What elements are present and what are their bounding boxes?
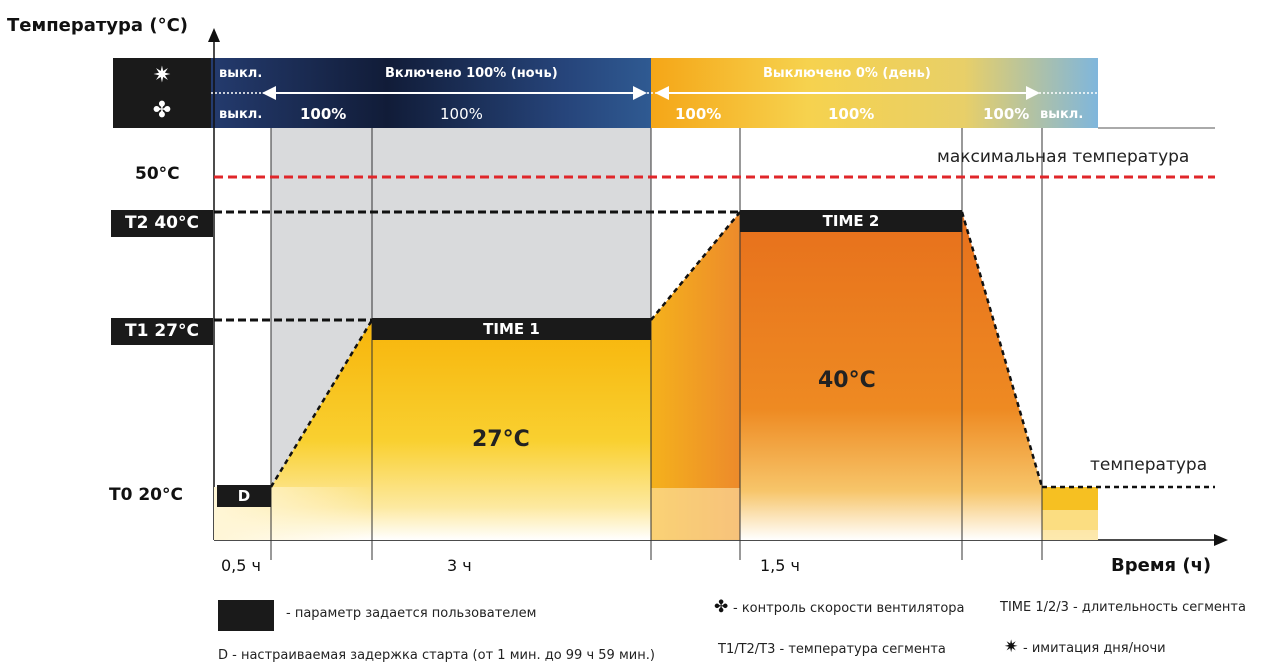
arrow-left-icon <box>655 86 669 100</box>
y-axis-arrow <box>208 28 220 42</box>
sun-icon: ✷ <box>152 63 172 88</box>
ramp1-line <box>269 319 374 488</box>
fan-icon: ✤ <box>714 597 729 617</box>
arrow-left-icon <box>262 86 276 100</box>
legend-temps: T1/T2/T3 - температура сегмента <box>718 642 946 657</box>
night-label: Включено 100% (ночь) <box>385 66 558 81</box>
x-tick-2: 3 ч <box>447 556 472 575</box>
ramp3-line <box>960 211 1044 488</box>
fan-value-3: 100% <box>675 105 722 123</box>
legend-daynight: - имитация дня/ночи <box>1023 641 1166 656</box>
fan-icon: ✤ <box>152 98 172 123</box>
day-label: Выключено 0% (день) <box>763 66 931 81</box>
legend-delay: D - настраиваемая задержка старта (от 1 … <box>218 648 655 663</box>
fan-value-5: 100% <box>983 105 1030 123</box>
fan-value-4: 100% <box>828 105 875 123</box>
sun-off-label: выкл. <box>219 66 263 81</box>
fan-value-2: 100% <box>440 105 483 123</box>
level-max: 50°C <box>135 164 180 184</box>
x-tick-3: 1,5 ч <box>760 556 800 575</box>
segment2-temp: 40°C <box>818 368 876 393</box>
level-t1: T1 27°C <box>111 318 213 345</box>
x-axis-label: Время (ч) <box>1111 555 1212 576</box>
segment2-fill <box>740 212 1098 540</box>
level-t0: T0 20°C <box>109 485 183 505</box>
arrow-right-icon <box>1026 86 1040 100</box>
sun-icon: ✷ <box>1004 637 1019 657</box>
legend-time: TIME 1/2/3 - длительность сегмента <box>1000 600 1246 615</box>
x-axis-arrow <box>1214 534 1228 546</box>
time1-bar: TIME 1 <box>372 318 651 340</box>
legend-user-param: - параметр задается пользователем <box>286 606 537 621</box>
user-param-swatch <box>218 600 274 631</box>
y-axis-label: Температура (°C) <box>7 15 189 36</box>
delay-bar: D <box>217 485 271 507</box>
legend-fan: - контроль скорости вентилятора <box>733 601 965 616</box>
level-t2: T2 40°C <box>111 210 213 237</box>
max-temp-label: максимальная температура <box>937 147 1190 167</box>
segment1-temp: 27°C <box>472 427 530 452</box>
shaded-area <box>271 128 651 487</box>
temp-label: температура <box>1090 455 1208 475</box>
x-tick-1: 0,5 ч <box>221 556 261 575</box>
segment1-fill <box>214 320 651 540</box>
fan-off-left: выкл. <box>219 107 263 122</box>
time2-bar: TIME 2 <box>740 210 962 232</box>
fan-value-1: 100% <box>300 105 347 123</box>
arrow-right-icon <box>633 86 647 100</box>
band-icon-column <box>113 58 211 128</box>
fan-off-right: выкл. <box>1040 107 1084 122</box>
